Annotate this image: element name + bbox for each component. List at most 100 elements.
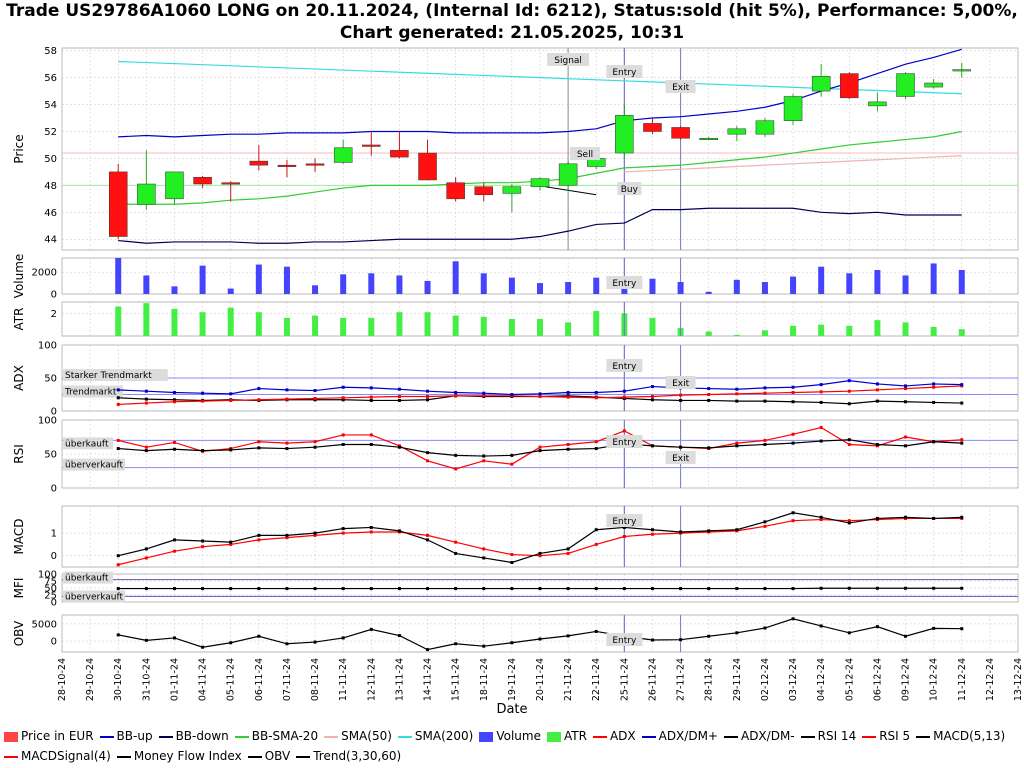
candle-body [502,186,522,194]
mfi-line-point [960,586,964,590]
adx-line-point [454,394,458,398]
adx-line-point [904,387,908,391]
x-tick-label: 06-11-24 [254,658,265,701]
rsi5-line-point [594,440,598,444]
rsi5-line-point [172,440,176,444]
volume-bar [227,288,234,294]
mfi-band-label-bg [63,590,125,603]
legend-label: MACDSignal(4) [21,749,111,763]
macd-line-point [763,520,767,524]
mfi-band-label-oversold: überverkauft [65,592,124,602]
x-tick-label: 31-10-24 [141,658,152,701]
volume-bar [452,261,459,294]
marker-buy-label-bg [617,182,642,196]
x-tick-label: 13-11-24 [394,658,405,701]
legend-swatch [4,755,18,758]
legend-label: SMA(50) [341,729,392,743]
legend-label: BB-SMA-20 [251,729,319,743]
mfi-line-point [144,587,148,591]
mfi-line-point [538,587,542,591]
rsi-entry-label-bg [606,435,643,448]
obv-line-point [369,627,373,631]
rsi14-line-point [341,442,345,446]
legend-label: Trend(3,30,60) [313,749,402,763]
adx-line-point [650,394,654,398]
legend-swatch [324,735,339,738]
macd-signal-line-point [426,533,430,537]
macd-signal-line-point [791,519,795,523]
candle-body [333,147,353,163]
obv-line-point [201,645,205,649]
obv-entry-label: Entry [612,636,637,646]
legend: Price in EUR BB-up BB-down BB-SMA-20 SMA(50)… [4,726,1020,766]
legend-item: Money Flow Index [116,746,242,766]
rsi5-line-point [482,459,486,463]
x-tick-label: 03-12-24 [788,658,799,701]
legend-item: OBV [247,746,290,766]
macd-line-point [819,515,823,519]
legend-swatch [592,735,607,738]
legend-swatch [916,735,931,738]
macd-line-point [510,560,514,564]
atr-bar [115,306,122,336]
adx-exit-label: Exit [672,379,690,389]
adx-dm-minus-line-point [650,398,654,402]
mfi-line-point [229,587,233,591]
mfi-line-point [285,587,289,591]
x-tick-label: 11-11-24 [338,658,349,701]
adx-dm-plus-line-point [201,391,205,395]
adx-line-point [847,389,851,393]
x-tick-label: 28-10-24 [57,658,68,701]
adx-line-point [369,395,373,399]
rsi5-line-point [510,462,514,466]
adx-band-label-bg [63,385,123,398]
macd-signal-line-point [847,519,851,523]
obv-line-point [116,633,120,637]
atr-bar [790,325,797,336]
volume-bar [312,285,319,294]
volume-bar [902,275,909,294]
bb-down-line [118,207,962,244]
mfi-ytick-label: 100 [38,570,57,581]
rsi14-line-point [960,441,964,445]
macd-signal-line-point [229,542,233,546]
volume-bar [199,265,206,294]
mfi-line-point [566,587,570,591]
trend-line [545,186,597,196]
adx-entry-label-bg [606,359,643,372]
legend-swatch [234,735,249,738]
obv-line-point [510,641,514,645]
macd-signal-line-point [313,533,317,537]
adx-line-point [594,396,598,400]
volume-bar [677,282,684,294]
adx-dm-plus-line-point [397,387,401,391]
atr-ylabel: ATR [12,308,26,331]
adx-dm-plus-line-point [341,385,345,389]
atr-bar [761,330,768,336]
rsi14-line-point [313,445,317,449]
adx-dm-plus-line-point [932,382,936,386]
adx-line-point [932,385,936,389]
candle-body [277,164,297,167]
candle-body [755,120,775,135]
marker-exit-label-bg [665,80,696,93]
obv-line-point [285,642,289,646]
macd-ytick-label: 1 [51,529,57,540]
x-tick-label: 12-11-24 [366,658,377,701]
mfi-band-label-overbought: überkauft [65,574,109,584]
legend-label: BB-up [116,729,153,743]
obv-line-point [566,634,570,638]
rsi5-line-point [904,435,908,439]
x-tick-label: 26-11-24 [647,658,658,701]
rsi5-line-point [257,440,261,444]
mfi-line-point [819,586,823,590]
atr-bar [480,316,487,336]
macd-signal-line-point [763,524,767,528]
mfi-ytick-label: 75 [44,577,57,588]
atr-bar [368,317,375,336]
marker-sell-label-bg [569,147,600,161]
macd-line-point [650,528,654,532]
obv-line-point [482,644,486,648]
x-tick-label: 01-11-24 [169,658,180,701]
atr-bar [818,324,825,336]
